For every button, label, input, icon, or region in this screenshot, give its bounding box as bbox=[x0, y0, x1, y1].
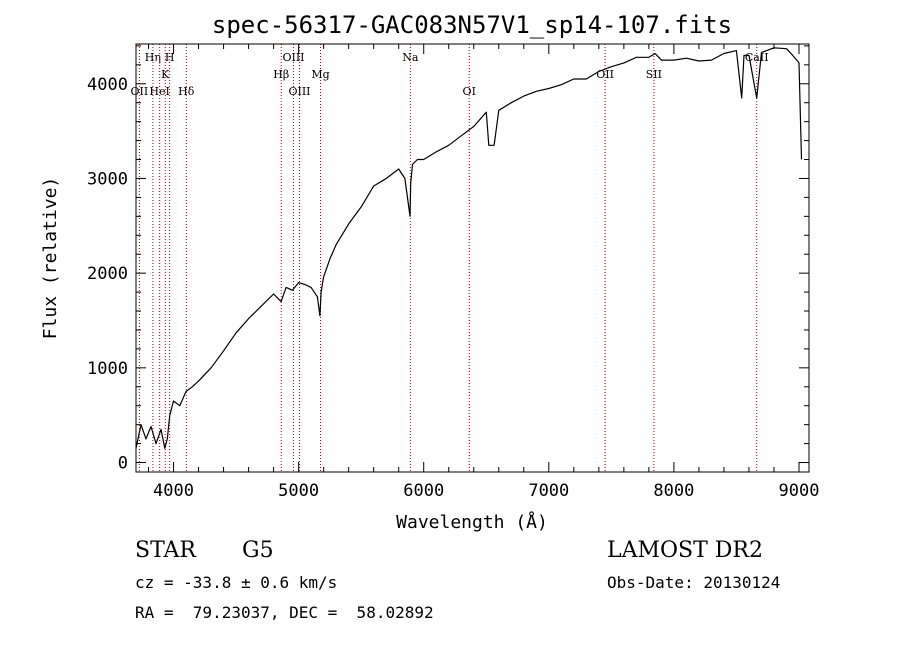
line-label: OIII bbox=[282, 51, 304, 64]
x-tick-label: 9000 bbox=[779, 481, 820, 501]
line-label: Hδ bbox=[178, 85, 195, 98]
y-tick-label: 3000 bbox=[87, 169, 128, 189]
y-tick-label: 0 bbox=[118, 454, 128, 474]
line-label: SII bbox=[646, 68, 662, 81]
line-label: Hβ bbox=[273, 68, 289, 81]
object-class: STAR bbox=[135, 538, 196, 563]
object-subclass: G5 bbox=[242, 538, 274, 563]
x-tick-label: 6000 bbox=[403, 481, 444, 501]
line-label: CaII bbox=[745, 51, 769, 64]
redshift-velocity: cz = -33.8 ± 0.6 km/s bbox=[135, 573, 338, 592]
line-label: OII bbox=[131, 85, 149, 98]
spectrum-line bbox=[135, 47, 803, 449]
y-tick-label: 2000 bbox=[87, 264, 128, 284]
x-tick-label: 5000 bbox=[278, 481, 319, 501]
sky-coordinates: RA = 79.23037, DEC = 58.02892 bbox=[135, 603, 434, 622]
y-axis-label: Flux (relative) bbox=[40, 177, 61, 340]
x-axis: 4000 5000 6000 7000 8000 9000 bbox=[148, 44, 820, 501]
x-tick-label: 8000 bbox=[653, 481, 694, 501]
chart-title: spec-56317-GAC083N57V1_sp14-107.fits bbox=[212, 11, 732, 39]
x-tick-label: 4000 bbox=[153, 481, 194, 501]
x-axis-label: Wavelength (Å) bbox=[396, 511, 548, 533]
y-axis: 0 1000 2000 3000 4000 bbox=[87, 45, 809, 474]
spectrum-series bbox=[135, 47, 803, 449]
x-tick-label: 7000 bbox=[528, 481, 569, 501]
line-label: Na bbox=[402, 51, 419, 64]
survey-name: LAMOST DR2 bbox=[607, 538, 763, 563]
line-label: HeI bbox=[149, 85, 169, 98]
line-label: OIII bbox=[288, 85, 310, 98]
observation-date: Obs-Date: 20130124 bbox=[607, 573, 781, 592]
line-label: K bbox=[161, 68, 170, 81]
line-label: OII bbox=[596, 68, 614, 81]
line-label: H bbox=[165, 51, 175, 64]
line-label: OI bbox=[463, 85, 476, 98]
line-label: Mg bbox=[311, 68, 329, 81]
y-tick-label: 4000 bbox=[87, 75, 128, 95]
line-label: Hη bbox=[145, 51, 161, 64]
y-tick-label: 1000 bbox=[87, 359, 128, 379]
plot-frame bbox=[135, 43, 810, 473]
